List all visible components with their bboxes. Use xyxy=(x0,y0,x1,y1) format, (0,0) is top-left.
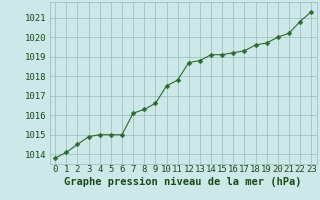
X-axis label: Graphe pression niveau de la mer (hPa): Graphe pression niveau de la mer (hPa) xyxy=(64,177,302,187)
